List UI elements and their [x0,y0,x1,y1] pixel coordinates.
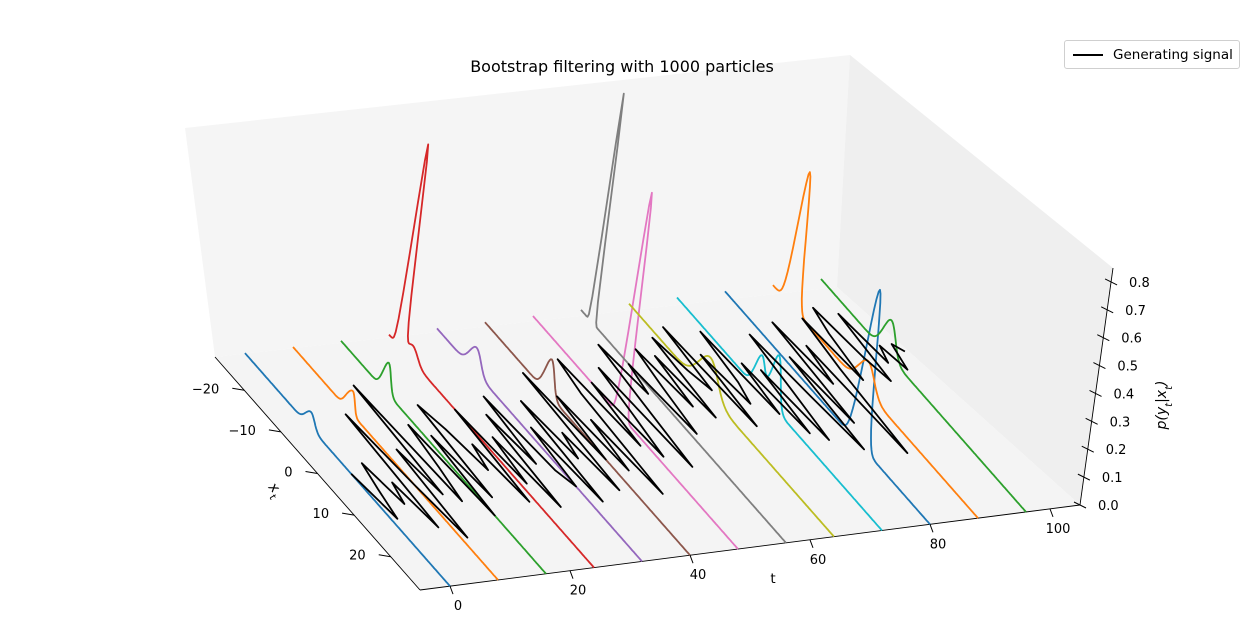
z-tick-label-0.4: 0.4 [1114,387,1135,402]
density-curves [244,92,1027,587]
t-tick-label-80: 80 [930,537,947,552]
z-tick-0.7 [1100,306,1114,314]
z-tick-label-0.8: 0.8 [1129,276,1150,291]
back-pane [185,55,850,357]
x-tick-label--10: −10 [228,424,255,439]
density-curve-t72 [676,296,883,532]
x-tick-label-0: 0 [284,466,292,481]
t-tick-100 [1049,508,1054,518]
x-tick--10 [268,429,281,433]
t-axis-line [419,504,1081,591]
generating-signal-line [344,306,909,539]
density-curve-t64 [628,303,835,538]
density-curve-t16 [340,340,547,575]
z-tick-0.8 [1104,278,1118,286]
z-tick-0.6 [1097,334,1110,342]
z-tick-0.2 [1081,445,1094,453]
z-tick-label-0.3: 0.3 [1110,415,1131,430]
z-tick-0.1 [1077,473,1091,481]
t-tick-0 [449,585,454,595]
t-tick-60 [809,539,814,548]
density-curve-t24 [388,143,595,569]
t-tick-20 [569,570,574,579]
x-tick-label-20: 20 [349,549,366,564]
chart-title: Bootstrap filtering with 1000 particles [470,57,774,76]
generating-signal-layer [344,306,909,539]
z-tick-0.3 [1085,417,1098,425]
density-curve-t96 [820,278,1027,513]
t-tick-40 [689,555,694,564]
t-tick-80 [929,524,934,533]
density-curve-t0 [244,352,451,587]
z-tick-label-0.5: 0.5 [1117,360,1138,375]
x-tick-label--20: −20 [192,382,219,397]
t-tick-label-100: 100 [1046,522,1071,537]
x-tick-20 [378,554,391,558]
legend-line-swatch [1073,53,1103,56]
axis-ticks: 0 20 40 60 80 100 −20 −10 0 10 20 0.0 0.1 0.2 0.3 0.4 0.… [192,276,1150,614]
z-tick-label-0.0: 0.0 [1098,499,1119,514]
x-tick--20 [232,387,245,391]
z-axis-label: p(yt|xt) [1154,381,1175,431]
density-curve-t56 [580,92,787,544]
x-tick-0 [305,471,318,474]
t-tick-label-20: 20 [570,584,587,599]
density-curve-t48 [532,191,739,550]
density-curve-t32 [436,327,643,563]
legend-label: Generating signal [1113,46,1233,63]
x-tick-label-10: 10 [313,507,330,522]
legend: Generating signal [1064,40,1240,69]
density-curve-t80 [724,288,931,525]
z-tick-0.0 [1073,501,1087,509]
z-tick-label-0.2: 0.2 [1106,443,1127,458]
z-axis-line [1079,267,1114,506]
density-curve-t40 [484,321,691,556]
t-axis-label: t [770,571,775,587]
z-tick-0.4 [1089,390,1102,397]
t-tick-label-0: 0 [454,599,462,614]
right-pane [837,55,1113,505]
z-tick-label-0.7: 0.7 [1125,304,1146,319]
z-tick-label-0.1: 0.1 [1102,471,1123,486]
density-curve-t8 [292,346,499,581]
z-tick-label-0.6: 0.6 [1121,332,1142,347]
z-tick-0.5 [1093,362,1106,370]
t-tick-label-60: 60 [810,553,827,568]
x-tick-10 [342,512,355,516]
t-tick-label-40: 40 [690,568,707,583]
x-axis-label: xt [261,479,286,503]
